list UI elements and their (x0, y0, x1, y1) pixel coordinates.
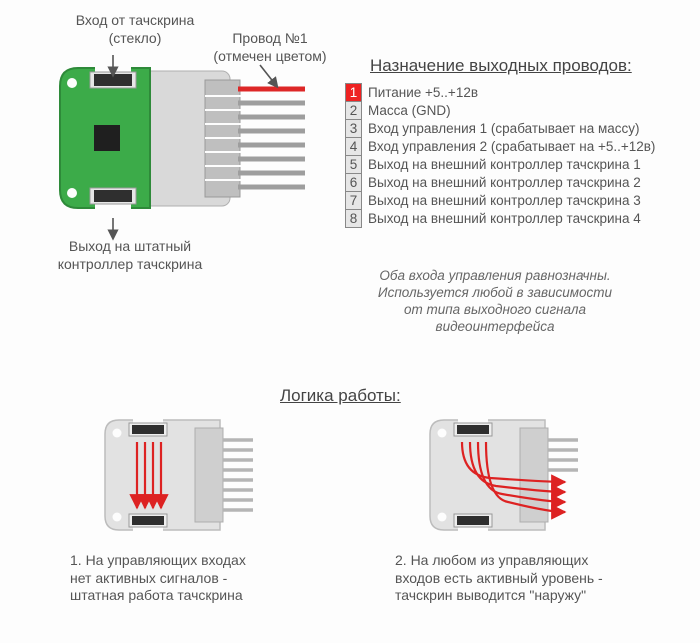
pin-number: 8 (346, 210, 362, 228)
pin-desc: Вход управления 2 (срабатывает на +5..+1… (362, 138, 656, 156)
pin-number: 1 (346, 84, 362, 102)
pin-number: 3 (346, 120, 362, 138)
pin-desc: Масса (GND) (362, 102, 656, 120)
pin-number: 4 (346, 138, 362, 156)
section-logic-title: Логика работы: (280, 385, 401, 406)
pin-desc: Вход управления 1 (срабатывает на массу) (362, 120, 656, 138)
pin-number: 5 (346, 156, 362, 174)
small-device-1 (105, 418, 253, 532)
case1-text: 1. На управляющих входахнет активных сиг… (70, 552, 300, 605)
note-text: Оба входа управления равнозначны.Использ… (350, 268, 640, 336)
main-device (60, 66, 365, 210)
case2-text: 2. На любом из управляющихвходов есть ак… (395, 552, 645, 605)
pin-number: 2 (346, 102, 362, 120)
pin-desc: Выход на внешний контроллер тачскрина 1 (362, 156, 656, 174)
label-wire1: Провод №1(отмечен цветом) (190, 30, 350, 65)
pin-number: 7 (346, 192, 362, 210)
pin-desc: Выход на внешний контроллер тачскрина 3 (362, 192, 656, 210)
pin-desc: Питание +5..+12в (362, 84, 656, 102)
pin-number: 6 (346, 174, 362, 192)
pin-desc: Выход на внешний контроллер тачскрина 4 (362, 210, 656, 228)
pin-desc: Выход на внешний контроллер тачскрина 2 (362, 174, 656, 192)
pin-table: 1Питание +5..+12в2Масса (GND)3Вход управ… (345, 83, 656, 228)
section-pins-title: Назначение выходных проводов: (370, 55, 632, 76)
label-out-ctrl: Выход на штатныйконтроллер тачскрина (30, 238, 230, 273)
small-device-2 (430, 418, 578, 532)
